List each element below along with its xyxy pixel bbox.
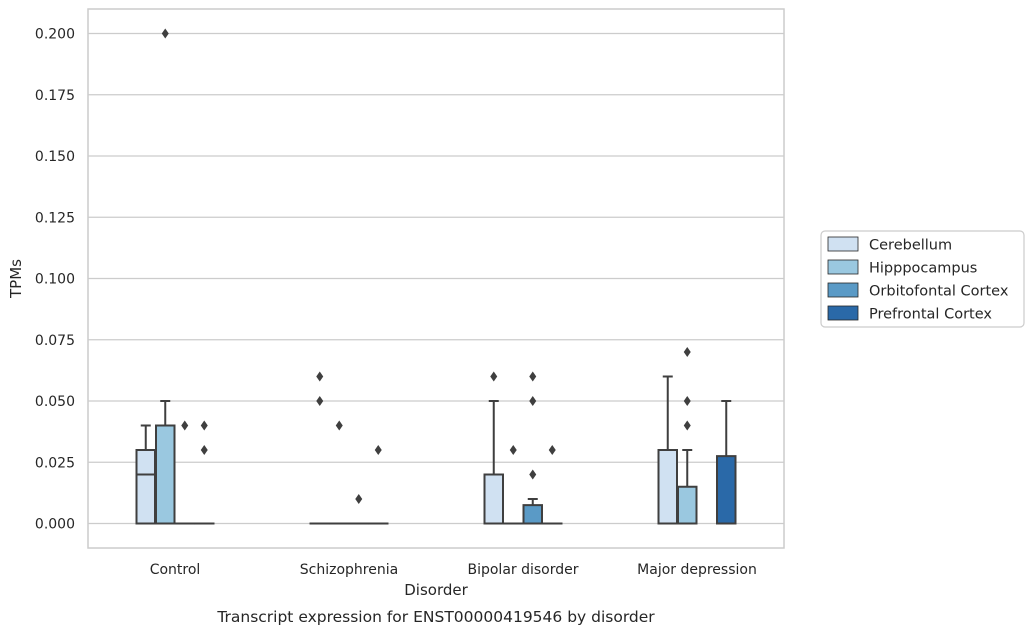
y-tick-label: 0.075 [35, 333, 75, 349]
box-iqr [522, 504, 543, 525]
y-gridlines [88, 32, 784, 525]
box-cerebellum-1 [309, 371, 330, 525]
y-tick-label: 0.175 [35, 88, 75, 104]
y-axis-label: TPMs [7, 259, 25, 299]
outlier-point [316, 371, 324, 382]
outlier-point [335, 420, 343, 431]
box-hipppocampus-2 [503, 445, 524, 525]
box-hipppocampus-0 [155, 28, 176, 525]
outlier-point [200, 445, 208, 455]
outlier-point [355, 494, 363, 504]
box-orbitofontal-cortex-1 [348, 494, 369, 525]
outlier-point [200, 420, 208, 431]
box-iqr [677, 485, 698, 525]
box-prefrontal-cortex-1 [368, 445, 389, 525]
outlier-point [181, 420, 189, 431]
outlier-point [529, 396, 537, 406]
outlier-point [529, 469, 537, 480]
outlier-point [161, 28, 169, 39]
chart-caption: Transcript expression for ENST0000041954… [216, 608, 655, 626]
outlier-point [683, 396, 691, 406]
legend-item: Hipppocampus [827, 259, 977, 277]
x-tick-label: Schizophrenia [300, 562, 398, 578]
legend-label: Prefrontal Cortex [869, 307, 992, 323]
x-tick-label: Control [150, 562, 201, 578]
x-tick-labels: Control Schizophrenia Bipolar disorder Majo… [150, 562, 757, 578]
box-iqr [135, 449, 156, 525]
legend-item: Orbitofontal Cortex [827, 282, 1009, 300]
y-tick-label: 0.125 [35, 210, 75, 226]
legend-label: Cerebellum [869, 238, 952, 254]
box-groups [135, 28, 737, 525]
outlier-point [316, 396, 324, 406]
box-cerebellum-0 [135, 424, 156, 525]
legend-item: Prefrontal Cortex [827, 305, 992, 323]
outlier-point [374, 445, 382, 455]
outlier-point [509, 445, 517, 455]
box-orbitofontal-cortex-0 [174, 420, 195, 525]
outlier-point [490, 371, 498, 382]
box-iqr [155, 424, 176, 525]
box-hipppocampus-3 [677, 347, 698, 525]
plot-frame [87, 8, 785, 549]
x-tick-label: Major depression [637, 562, 757, 578]
box-hipppocampus-1 [329, 420, 350, 525]
legend-item: Cerebellum [827, 236, 952, 254]
legend-label: Hipppocampus [869, 261, 977, 277]
box-prefrontal-cortex-0 [194, 420, 215, 525]
legend: Cerebellum Hipppocampus Orbitofontal Corte… [820, 230, 1025, 328]
outlier-point [683, 420, 691, 431]
y-tick-label: 0.150 [35, 149, 75, 165]
legend-frame [820, 230, 1025, 328]
y-tick-labels: 0.000 0.025 0.050 0.075 0.100 0.125 0.150 0.175… [35, 27, 75, 533]
y-tick-label: 0.100 [35, 272, 75, 288]
box-cerebellum-3 [657, 375, 678, 525]
box-orbitofontal-cortex-2 [522, 371, 543, 525]
box-prefrontal-cortex-3 [716, 400, 737, 525]
box-iqr [483, 473, 504, 525]
box-cerebellum-2 [483, 371, 504, 525]
box-prefrontal-cortex-2 [542, 445, 563, 525]
legend-swatch [827, 305, 859, 321]
legend-swatch [827, 236, 859, 252]
legend-swatch [827, 259, 859, 275]
outlier-point [548, 445, 556, 455]
legend-label: Orbitofontal Cortex [869, 284, 1009, 300]
y-tick-label: 0.050 [35, 394, 75, 410]
x-tick-label: Bipolar disorder [467, 562, 578, 578]
box-iqr [657, 449, 678, 525]
legend-swatch [827, 282, 859, 298]
outlier-point [529, 371, 537, 382]
y-tick-label: 0.025 [35, 455, 75, 471]
y-tick-label: 0.200 [35, 27, 75, 43]
x-axis-label: Disorder [404, 581, 468, 599]
y-tick-label: 0.000 [35, 517, 75, 533]
box-iqr [716, 455, 737, 525]
outlier-point [683, 347, 691, 357]
